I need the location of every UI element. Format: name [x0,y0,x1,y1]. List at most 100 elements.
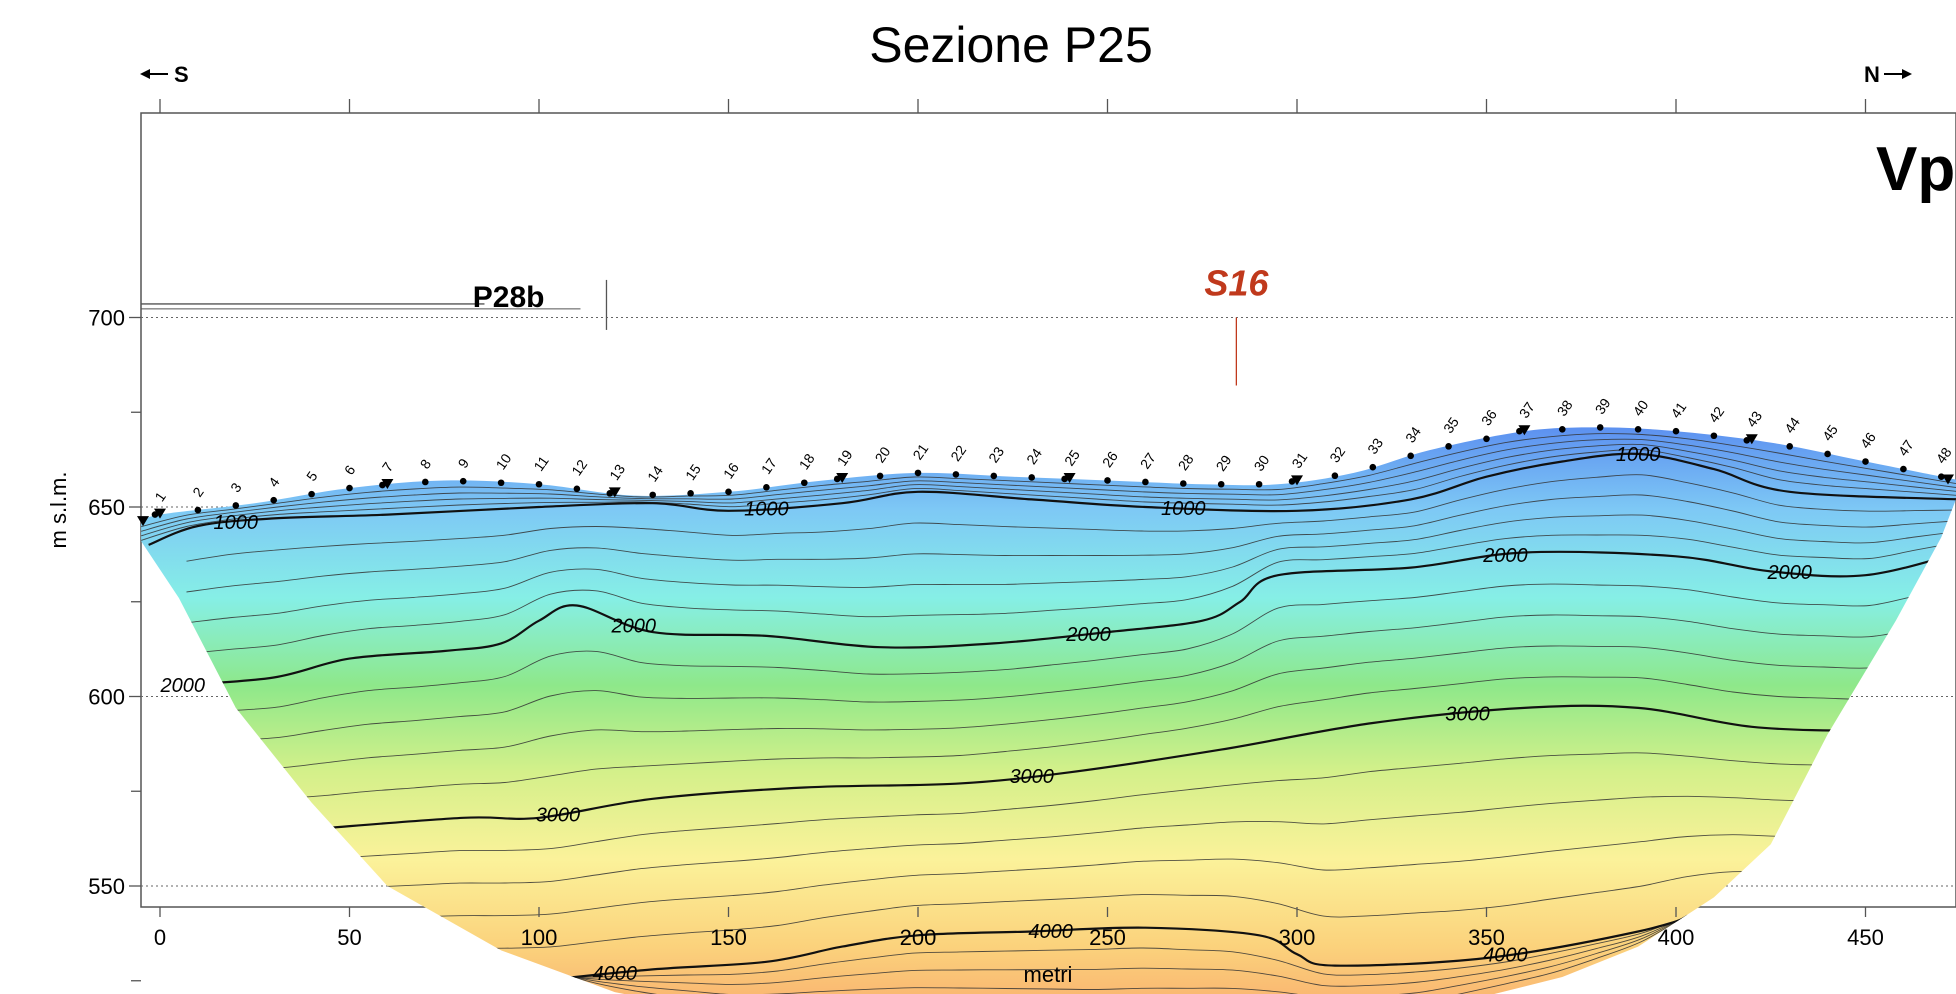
x-tick-label: 100 [521,925,558,950]
minor-contour-line [186,494,1956,593]
contour-label-4000: 4000 [593,963,638,985]
geophone-marker [1061,475,1068,483]
station-label: 26 [1099,448,1121,470]
station-label: 13 [606,461,628,483]
geophone-marker [1710,432,1718,440]
contour-line-2000 [178,550,1956,687]
geophone-marker [914,469,922,477]
contour-labels: 1000 1000 1000 1000 2000 2000 2000 2000 2000 3000… [159,444,1811,985]
parameter-label-vp: Vp [1876,135,1955,204]
geophone-marker [876,472,884,480]
geophone-marker [535,480,543,488]
station-label: 41 [1667,399,1689,421]
minor-contour-line [186,534,1956,655]
station-label: 11 [530,453,552,474]
geophone-marker [1331,472,1339,480]
contour-label-2000: 2000 [611,615,657,637]
minor-contour-line [186,676,1956,801]
geophone-marker [606,490,614,497]
geophone-marker [1516,427,1523,435]
shot-point-marker [1518,425,1531,436]
geophone-marker [1900,465,1907,473]
geophone-marker [725,488,732,496]
geophone-marker [270,496,278,504]
y-axis-label: m s.l.m. [46,472,71,549]
direction-indicator-south: S [140,62,189,87]
geophone-marker [422,478,429,486]
shot-point-marker [836,472,849,483]
shot-point-marker [137,516,149,527]
geophone-marker [649,491,656,499]
station-label: 35 [1440,414,1462,436]
geophone-marker [1028,474,1035,481]
direction-label-north: N [1864,62,1880,87]
station-label: 4 [265,474,283,490]
minor-contours [141,433,1956,994]
shot-point-marker [381,479,394,490]
station-label: 23 [985,444,1007,466]
geophone-marker [1445,443,1452,450]
station-label: 30 [1250,452,1272,474]
station-label: 37 [1516,399,1538,421]
geophone-marker [1634,426,1642,433]
x-tick-label: 450 [1847,925,1884,950]
minor-contour-line [550,915,1688,987]
minor-contour-line [141,449,1956,541]
minor-contour-line [322,795,1915,890]
geophone-marker [194,506,202,514]
geophone-marker [763,483,770,491]
shot-point-marker [154,508,166,519]
geophone-marker [1672,427,1680,435]
contour-line-1000 [148,452,1956,546]
geophone-marker [346,484,353,492]
station-label: 5 [303,468,321,484]
minor-contour-line [186,583,1956,714]
geophone-marker [1288,478,1296,485]
contour-label-3000: 3000 [1009,766,1054,788]
station-label: 40 [1629,397,1651,419]
minor-contour-line [322,752,1915,860]
station-label: 7 [379,459,397,475]
x-axis-label: metri [1024,962,1073,987]
contour-label-4000: 4000 [1483,945,1528,967]
contour-label-2000: 2000 [159,675,205,697]
shot-point-marker [1745,434,1758,445]
geophone-marker [1142,478,1149,486]
contour-line-3000 [311,704,1923,831]
station-label: 14 [644,462,666,484]
intersection-label: P28b [473,281,545,314]
station-label: 1 [151,489,169,505]
x-tick-label: 50 [337,925,361,950]
station-label: 3 [227,479,245,495]
geophone-marker [1104,477,1111,484]
contour-line-4000 [538,907,1715,982]
x-tick-label: 350 [1468,925,1505,950]
minor-contour-line [322,834,1915,921]
geophone-marker [1824,450,1831,458]
station-label: 29 [1213,452,1235,474]
station-label: 15 [682,461,704,483]
station-label: 27 [1137,450,1159,472]
shot-point-marker [1291,475,1303,486]
geophone-marker [151,511,159,518]
contour-label-2000: 2000 [1482,545,1528,567]
minor-contour-line [550,915,1688,978]
geophone-marker [1369,463,1377,471]
annotations: P28b S16 [141,263,1269,386]
x-tick-label: 0 [154,925,166,950]
geophone-marker [379,481,386,489]
minor-contour-line [141,438,1956,532]
station-label: 19 [834,447,856,469]
station-label: 33 [1364,435,1386,457]
contour-label-1000: 1000 [214,512,259,534]
geophone-marker [1483,435,1490,443]
station-label: 21 [909,441,931,463]
x-tick-label: 200 [900,925,937,950]
y-tick-label: 650 [88,495,125,520]
station-label: 45 [1819,422,1841,444]
geophone-marker [801,479,808,487]
minor-contour-line [141,433,1956,528]
station-label: 8 [417,456,435,472]
station-label: 43 [1743,408,1765,430]
chart-title: Sezione P25 [869,17,1153,73]
